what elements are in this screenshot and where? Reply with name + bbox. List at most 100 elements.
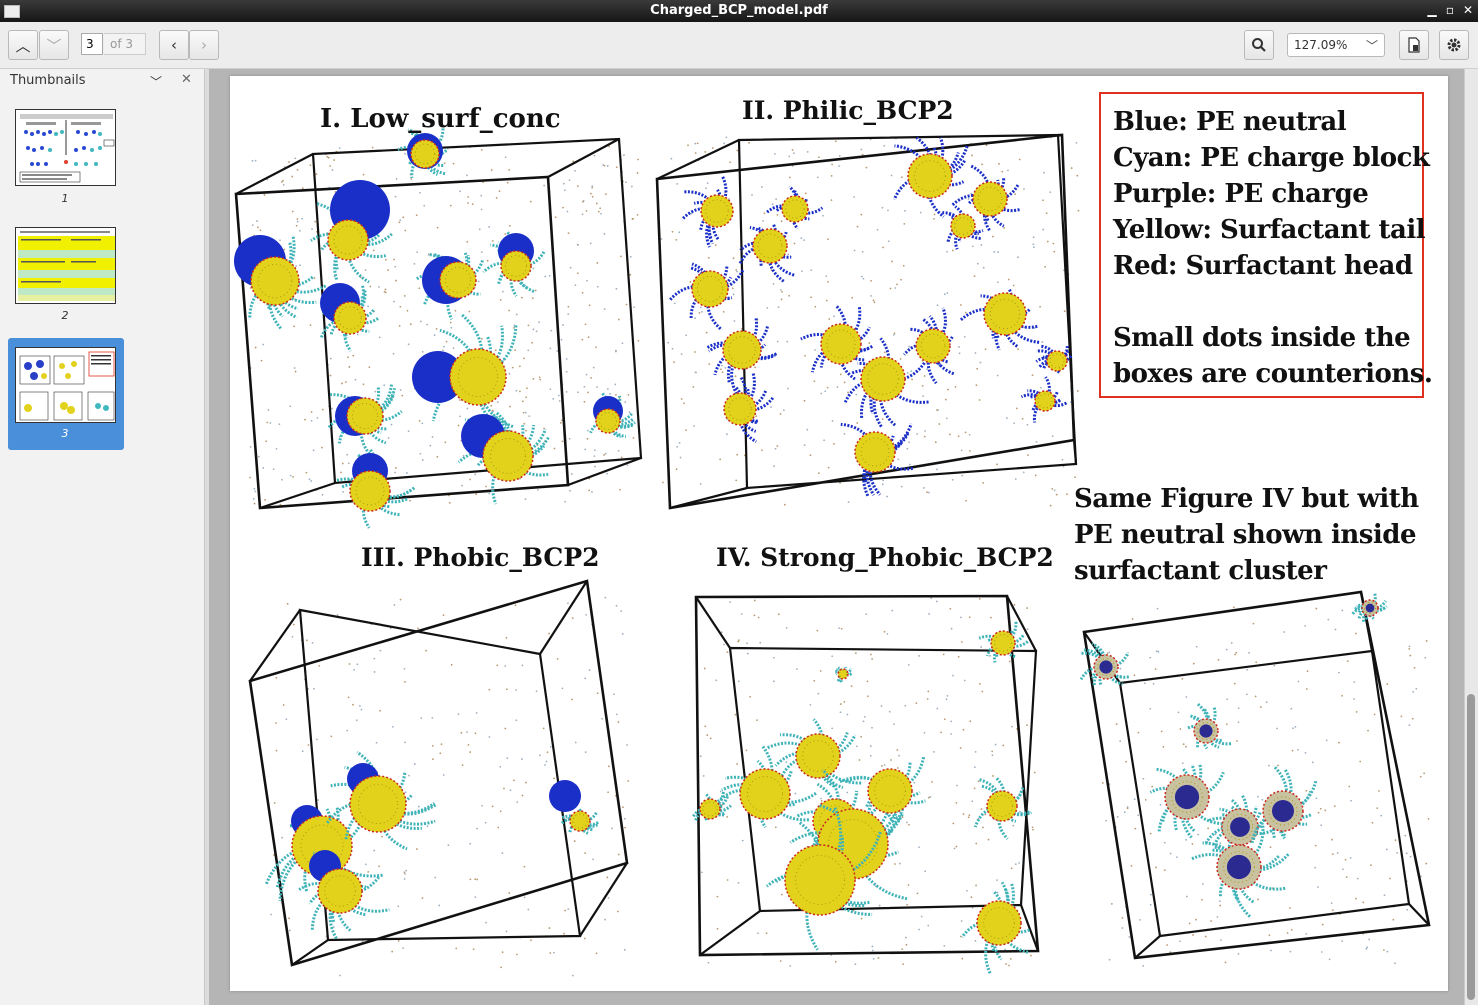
counterion-dot bbox=[916, 892, 919, 895]
thumbnail-page-1[interactable] bbox=[15, 109, 116, 186]
counterion-dot bbox=[1163, 869, 1166, 872]
counterion-dot bbox=[1233, 682, 1236, 685]
micelle-chain bbox=[376, 803, 436, 826]
back-button[interactable]: ‹ bbox=[159, 30, 189, 60]
counterion-dot bbox=[715, 679, 718, 682]
close-window-icon[interactable]: ✕ bbox=[1462, 3, 1474, 17]
counterion-dot bbox=[348, 663, 351, 665]
counterion-dot bbox=[1055, 493, 1058, 496]
counterion-dot bbox=[316, 417, 319, 419]
counterion-dot bbox=[1400, 715, 1403, 718]
minimize-icon[interactable]: ▁ bbox=[1427, 3, 1437, 17]
counterion-dot bbox=[973, 787, 976, 790]
counterion-dot bbox=[893, 332, 896, 335]
counterion-dot bbox=[780, 893, 783, 896]
document-viewer[interactable]: I. Low_surf_conc II. Philic_BCP2 III. Ph… bbox=[209, 69, 1478, 1005]
micelle-chain bbox=[738, 375, 748, 410]
micelle-chain bbox=[329, 316, 351, 336]
counterion-dot bbox=[846, 713, 849, 716]
counterion-dot bbox=[583, 385, 586, 388]
counterion-dot bbox=[833, 315, 835, 318]
counterion-dot bbox=[1154, 668, 1157, 671]
counterion-dot bbox=[1130, 864, 1133, 867]
micelle-texture bbox=[457, 356, 499, 398]
sidebar-resize-handle[interactable] bbox=[205, 69, 209, 1005]
counterion-dot bbox=[416, 848, 418, 850]
counterion-dot bbox=[1394, 839, 1397, 842]
counterion-dot bbox=[491, 240, 494, 242]
counterion-dot bbox=[892, 333, 895, 336]
thumbnail-1-preview bbox=[19, 114, 115, 183]
counterion-dot bbox=[709, 737, 712, 740]
settings-button[interactable] bbox=[1439, 30, 1469, 60]
counterion-dot bbox=[556, 658, 559, 660]
counterion-dot bbox=[903, 222, 906, 225]
zoom-select[interactable]: 127.09% ﹀ bbox=[1287, 33, 1385, 57]
counterion-dot bbox=[902, 264, 905, 267]
counterion-dot bbox=[1219, 904, 1222, 907]
counterion-dot bbox=[1424, 656, 1427, 659]
counterion-dot bbox=[1070, 167, 1073, 169]
thumbnail-page-2[interactable] bbox=[15, 227, 116, 304]
scrollbar-thumb[interactable] bbox=[1467, 694, 1475, 1000]
counterion-dot bbox=[459, 415, 461, 418]
counterion-dot bbox=[1009, 958, 1012, 960]
counterion-dot bbox=[1119, 740, 1122, 743]
counterion-dot bbox=[421, 350, 424, 353]
counterion-dot bbox=[830, 199, 833, 202]
thumbnail-page-3[interactable] bbox=[15, 347, 116, 423]
counterion-dot bbox=[889, 287, 892, 290]
counterion-dot bbox=[1324, 809, 1327, 812]
counterion-dot bbox=[561, 419, 563, 422]
counterion-dot bbox=[474, 878, 477, 881]
counterion-dot bbox=[633, 306, 636, 309]
counterion-dot bbox=[1116, 816, 1119, 818]
counterion-dot bbox=[445, 340, 448, 343]
counterion-dot bbox=[1368, 938, 1371, 941]
counterion-dot bbox=[907, 884, 910, 886]
page-number-input[interactable]: 3 bbox=[81, 33, 103, 55]
counterion-dot bbox=[1333, 805, 1336, 808]
counterion-dot bbox=[1338, 741, 1340, 744]
counterion-dot bbox=[289, 474, 292, 477]
counterion-dot bbox=[1003, 226, 1006, 229]
counterion-dot bbox=[862, 277, 865, 280]
counterion-dot bbox=[1032, 828, 1034, 831]
counterion-dot bbox=[753, 614, 756, 617]
forward-button[interactable]: › bbox=[189, 30, 219, 60]
note-line: PE neutral shown inside bbox=[1074, 520, 1417, 550]
counterion-dot bbox=[906, 903, 909, 906]
counterion-dot bbox=[590, 192, 592, 195]
counterion-dot bbox=[714, 244, 717, 247]
counterion-dot bbox=[973, 766, 976, 769]
previous-page-button[interactable]: ︿ bbox=[8, 30, 38, 60]
counterion-dot bbox=[916, 433, 919, 435]
counterion-dot bbox=[823, 439, 826, 442]
counterion-dot bbox=[1409, 855, 1412, 858]
maximize-icon[interactable]: ▫ bbox=[1445, 3, 1455, 17]
legend-line: Red: Surfactant head bbox=[1113, 251, 1413, 281]
vertical-scrollbar[interactable] bbox=[1464, 69, 1478, 1005]
search-button[interactable] bbox=[1244, 30, 1274, 60]
counterion-dot bbox=[896, 749, 899, 751]
counterion-dot bbox=[931, 780, 933, 783]
counterion-dot bbox=[581, 213, 584, 216]
counterion-dot bbox=[338, 147, 341, 149]
counterion-dot bbox=[955, 845, 958, 848]
counterion-dot bbox=[524, 498, 527, 501]
counterion-dot bbox=[438, 904, 441, 907]
next-page-button[interactable]: ﹀ bbox=[39, 30, 69, 60]
close-sidebar-icon[interactable]: ✕ bbox=[181, 72, 192, 87]
sidebar-title[interactable]: Thumbnails bbox=[10, 73, 86, 88]
document-properties-button[interactable] bbox=[1399, 30, 1429, 60]
counterion-dot bbox=[433, 334, 436, 337]
counterion-dot bbox=[911, 378, 913, 381]
counterion-dot bbox=[978, 598, 981, 600]
counterion-dot bbox=[447, 844, 450, 847]
counterion-dot bbox=[1337, 671, 1340, 674]
micelle-chain bbox=[812, 718, 824, 757]
micelle-chain bbox=[476, 376, 514, 429]
counterion-dot bbox=[982, 481, 985, 484]
chevron-down-icon[interactable]: ﹀ bbox=[150, 75, 163, 89]
counterion-dot bbox=[971, 800, 974, 803]
